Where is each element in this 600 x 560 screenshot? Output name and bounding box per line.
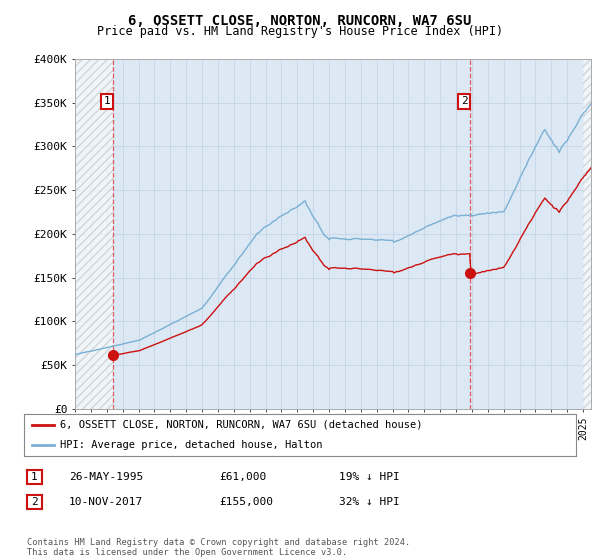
Text: 1: 1	[104, 96, 110, 106]
Text: 32% ↓ HPI: 32% ↓ HPI	[339, 497, 400, 507]
Text: 10-NOV-2017: 10-NOV-2017	[69, 497, 143, 507]
Text: 26-MAY-1995: 26-MAY-1995	[69, 472, 143, 482]
Text: 2: 2	[31, 497, 38, 507]
Text: £61,000: £61,000	[219, 472, 266, 482]
Text: 6, OSSETT CLOSE, NORTON, RUNCORN, WA7 6SU (detached house): 6, OSSETT CLOSE, NORTON, RUNCORN, WA7 6S…	[60, 420, 422, 430]
Text: 6, OSSETT CLOSE, NORTON, RUNCORN, WA7 6SU: 6, OSSETT CLOSE, NORTON, RUNCORN, WA7 6S…	[128, 14, 472, 28]
Text: £155,000: £155,000	[219, 497, 273, 507]
Text: 2: 2	[461, 96, 467, 106]
Text: 1: 1	[31, 472, 38, 482]
Text: HPI: Average price, detached house, Halton: HPI: Average price, detached house, Halt…	[60, 440, 322, 450]
Bar	[75, 59, 113, 409]
Bar	[583, 59, 591, 409]
Text: 19% ↓ HPI: 19% ↓ HPI	[339, 472, 400, 482]
Text: Price paid vs. HM Land Registry's House Price Index (HPI): Price paid vs. HM Land Registry's House …	[97, 25, 503, 38]
Text: Contains HM Land Registry data © Crown copyright and database right 2024.
This d: Contains HM Land Registry data © Crown c…	[27, 538, 410, 557]
